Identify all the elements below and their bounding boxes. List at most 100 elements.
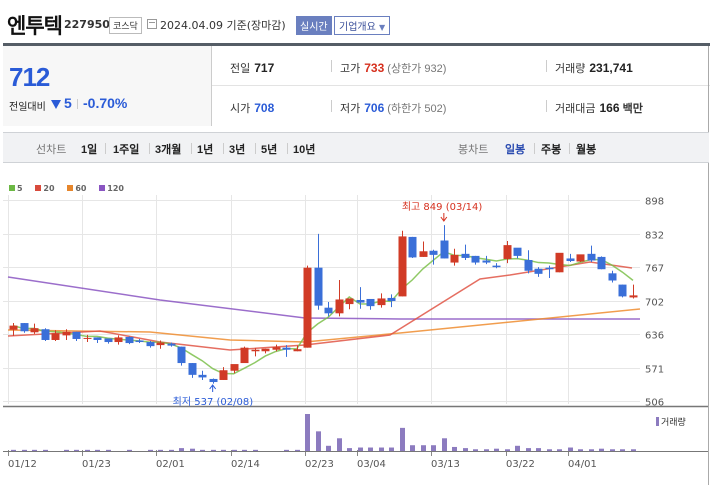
base-date: 2024.04.09 기준(장마감) xyxy=(160,19,286,32)
candle xyxy=(492,265,501,268)
volume-bar xyxy=(505,449,510,451)
stock-name: 엔투텍 xyxy=(7,14,63,38)
price-change-percent: -0.70% xyxy=(83,95,128,111)
candle xyxy=(513,247,522,256)
candle xyxy=(524,259,533,271)
tab-10year[interactable]: 10년 xyxy=(293,144,316,156)
divider xyxy=(77,99,78,109)
candle xyxy=(293,349,302,352)
calendar-icon xyxy=(147,19,157,29)
candle xyxy=(303,267,312,348)
candle xyxy=(198,374,207,378)
divider xyxy=(546,60,547,72)
volume-bar xyxy=(389,447,394,451)
realtime-button[interactable]: 실시간 xyxy=(296,16,332,35)
company-info-dropdown[interactable]: 기업개요 ▼ xyxy=(334,16,391,35)
stock-header: 엔투텍 227950 코스닥 2024.04.09 기준(장마감) 실시간 기업… xyxy=(0,0,710,42)
info-row: 전일 717 고가 733 (상한가 932) 거래량 231,741 xyxy=(212,46,710,86)
candle xyxy=(461,253,470,258)
divider xyxy=(191,143,192,154)
volume-bar xyxy=(568,447,573,451)
volume-bar xyxy=(305,414,310,451)
min-annotation: 최저 537 (02/08) xyxy=(173,396,254,408)
volume-bar xyxy=(190,448,195,451)
tab-5year[interactable]: 5년 xyxy=(261,144,278,156)
tab-monthly[interactable]: 월봉 xyxy=(576,144,597,156)
company-info-label: 기업개요 xyxy=(339,22,376,33)
candle xyxy=(240,347,249,364)
volume-bar xyxy=(589,449,594,451)
candle xyxy=(30,328,39,333)
x-tick-label: 03/04 xyxy=(357,459,386,470)
volume-bar xyxy=(337,438,342,451)
price-change: 5 xyxy=(64,95,72,111)
tab-3month[interactable]: 3개월 xyxy=(155,144,182,156)
price-info-table: 전일 717 고가 733 (상한가 932) 거래량 231,741 시가 708 저가… xyxy=(211,46,710,126)
volume-bar xyxy=(358,447,363,451)
volume-bar xyxy=(557,449,562,451)
candle xyxy=(41,329,50,340)
volume-bar xyxy=(95,449,100,451)
amount-label: 거래대금 xyxy=(555,103,596,115)
y-tick-label: 898 xyxy=(645,197,664,208)
legend-ma120: 120 xyxy=(99,184,129,193)
x-tick-label: 03/13 xyxy=(431,459,460,470)
candle xyxy=(135,340,144,343)
volume-bar xyxy=(43,449,48,451)
current-price: 712 xyxy=(9,62,50,92)
candle xyxy=(366,298,375,307)
tab-1year[interactable]: 1년 xyxy=(197,144,214,156)
candle xyxy=(440,240,449,259)
volume-bar xyxy=(158,449,163,451)
volume-bar xyxy=(295,449,300,451)
volume-bar xyxy=(74,449,79,451)
market-badge: 코스닥 xyxy=(109,17,142,34)
volume-bar xyxy=(242,449,247,451)
volume-value: 231,741 xyxy=(589,61,633,75)
candle xyxy=(555,252,564,273)
tab-1week[interactable]: 1주일 xyxy=(113,144,140,156)
tab-3year[interactable]: 3년 xyxy=(229,144,246,156)
candle xyxy=(230,364,239,371)
y-tick-label: 702 xyxy=(645,298,664,309)
divider xyxy=(255,143,256,154)
candle xyxy=(356,299,365,303)
candle xyxy=(51,333,60,340)
candle xyxy=(125,336,134,344)
candle xyxy=(534,268,543,274)
volume-bar xyxy=(347,448,352,451)
volume-bar xyxy=(631,449,636,451)
volume-bar xyxy=(316,431,321,451)
candle xyxy=(219,370,228,380)
candle xyxy=(408,236,417,258)
amount-unit: 백만 xyxy=(622,103,643,115)
candle xyxy=(188,363,197,375)
candle xyxy=(62,331,71,336)
candle xyxy=(398,236,407,297)
candle xyxy=(345,298,354,305)
open-label: 시가 xyxy=(230,103,251,115)
line-chart-label: 선차트 xyxy=(36,144,67,156)
volume-bar xyxy=(200,449,205,451)
tab-daily[interactable]: 일봉 xyxy=(505,144,526,156)
candle xyxy=(282,347,291,350)
amount-cell: 거래대금 166 백만 xyxy=(555,100,643,116)
tab-1day[interactable]: 1일 xyxy=(81,144,98,156)
candle xyxy=(629,295,638,298)
candle xyxy=(482,260,491,263)
volume-bar xyxy=(410,445,415,451)
volume-bar xyxy=(547,449,552,451)
price-summary: 712 전일대비 5 -0.70% xyxy=(3,46,211,126)
volume-bar xyxy=(620,449,625,451)
chevron-down-icon: ▼ xyxy=(379,23,386,32)
candle xyxy=(471,255,480,263)
low-cell: 저가 706 (하한가 502) xyxy=(340,100,446,116)
divider xyxy=(3,43,710,46)
down-arrow-icon xyxy=(440,213,448,222)
volume-bar xyxy=(85,449,90,451)
volume-bar xyxy=(379,447,384,451)
tab-weekly[interactable]: 주봉 xyxy=(541,144,562,156)
volume-bar xyxy=(536,448,541,451)
legend-ma60: 60 xyxy=(67,184,91,193)
